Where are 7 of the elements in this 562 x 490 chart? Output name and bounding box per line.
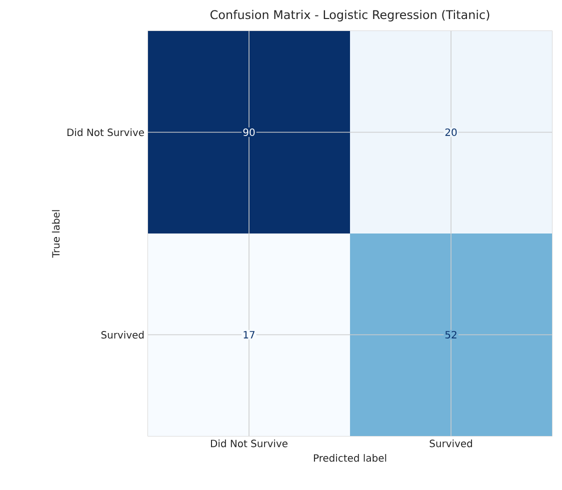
y-axis-title: True label (52, 210, 60, 258)
data-label: 17 (244, 331, 254, 338)
data-label: 20 (445, 128, 457, 136)
data-label: 90 (243, 128, 255, 136)
data-label: 52 (445, 330, 456, 339)
chart-title: Confusion Matrix - Logistic Regression (Titanic) (210, 10, 490, 22)
x-axis-title: Predicted label (314, 454, 386, 462)
